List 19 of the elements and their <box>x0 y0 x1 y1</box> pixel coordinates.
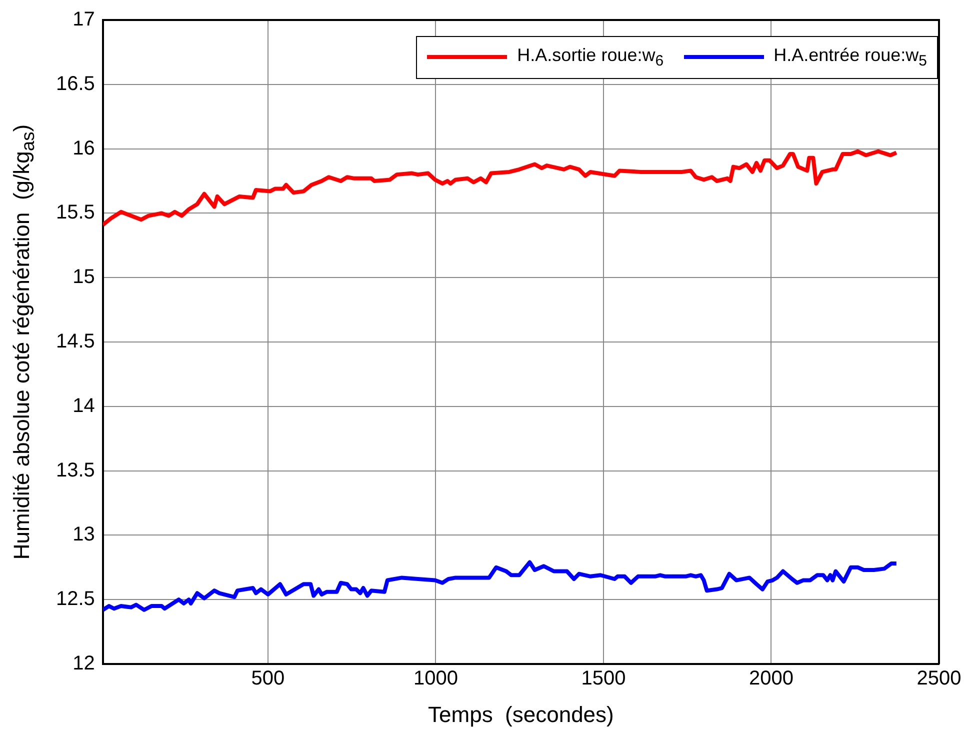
y-tick-label: 16.5 <box>56 72 95 95</box>
y-tick-label: 16 <box>72 137 95 160</box>
y-tick-label: 12.5 <box>56 588 95 610</box>
y-tick-label: 12 <box>72 652 95 675</box>
y-tick-label: 13 <box>72 524 95 546</box>
y-tick-label: 14.5 <box>56 330 95 353</box>
x-tick-label: 500 <box>251 668 285 690</box>
y-tick-label: 15 <box>72 266 95 288</box>
y-tick-label: 13.5 <box>56 459 95 482</box>
x-tick-label: 1500 <box>581 668 626 690</box>
legend-label: H.A.sortie roue:w$_{6}$ <box>517 45 664 70</box>
x-tick-label: 2000 <box>749 668 794 690</box>
x-tick-label: 2500 <box>916 668 962 690</box>
x-axis-title: Temps (secondes) <box>427 702 615 728</box>
legend-label: H.A.entrée roue:w$_{5}$ <box>774 45 927 70</box>
y-tick-label: 17 <box>72 8 95 31</box>
y-tick-label: 15.5 <box>56 202 95 224</box>
y-tick-label: 14 <box>72 394 95 417</box>
x-tick-label: 1000 <box>413 668 458 690</box>
